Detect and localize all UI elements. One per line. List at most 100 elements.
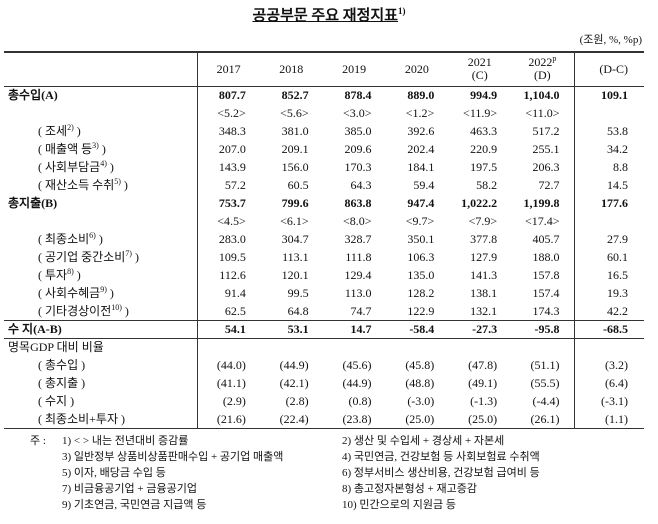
label-text: ( 사회부담금 [38,160,101,174]
cell: 91.4 [224,286,246,300]
header-blank [4,51,198,87]
cell: 188.0 [532,250,560,264]
table-row: ( 사회수혜금9) ) 91.4 99.5 113.0 128.2 138.1 157.4 1… [4,284,644,302]
table-row: ( 재산소득 수취5) ) 57.2 60.5 64.3 59.4 58.2 72.7 14.… [4,176,644,194]
cell: 157.4 [532,286,560,300]
cell: <4.5> [217,214,246,228]
cell: (49.1) [468,376,498,390]
table-row: ( 수지 ) (2.9) (2.8) (0.8) (-3.0) (-1.3) (-4.4) (… [4,392,644,410]
cell: 220.9 [470,142,498,156]
cell [573,338,644,356]
cell: 113.0 [344,286,372,300]
cell [511,338,574,356]
cell [448,338,511,356]
cell: (44.9) [279,358,309,372]
cell: 852.7 [281,88,309,103]
unit: (조원, %, %p) [579,34,642,46]
cell: (1.1) [573,410,644,429]
cell: 799.6 [281,196,309,210]
cell: 53.8 [573,122,644,140]
label-note: 3) [92,141,99,150]
cell: <3.0> [342,106,372,120]
label-note: 7) [125,249,132,258]
cell: 135.0 [407,268,435,282]
cell: -58.4 [385,319,449,339]
label-text: ( 총수입 ) [38,358,86,372]
label-text: 총수입(A) [8,88,58,103]
label-text: ( 조세 [38,124,68,138]
cell [323,338,386,356]
label-text: ( 매출액 등 [38,142,93,156]
cell: (47.8) [468,358,498,372]
cell: 106.3 [407,250,435,264]
title: 공공부문 주요 재정지표1) [0,4,658,25]
cell: (-3.1) [573,392,644,410]
label-text: ( 최종소비+투자 ) [38,411,126,426]
cell: (22.4) [259,410,323,429]
footnote: 3) 일반정부 상품비상품판매수입 + 공기업 매출액 [62,451,284,463]
cell: 74.7 [350,303,372,318]
row-label: ( 재산소득 수취5) ) [4,176,198,194]
cell: (44.0) [216,358,246,372]
label-text: ( 투자 [38,268,68,282]
row-label: 명목GDP 대비 비율 [4,338,198,356]
cell: 129.4 [344,268,372,282]
cell: <9.7> [405,214,435,228]
spacer [30,482,62,497]
cell: (0.8) [348,394,372,408]
column-header: 2018 [259,51,323,87]
label-text: ) [98,142,106,156]
column-sub: (D) [533,68,551,83]
cell: 377.8 [470,232,498,246]
table-row: ( 최종소비+투자 ) (21.6) (22.4) (23.8) (25.0) (25.0… [4,410,644,429]
column-header: (D-C) [573,51,644,87]
table-row: ( 공기업 중간소비7) ) 109.5 113.1 111.8 106.3 127.9 1… [4,248,644,266]
row-label: ( 조세2) ) [4,122,198,140]
cell: 34.2 [573,140,644,158]
label-text: ) [73,124,81,138]
cell: 197.5 [470,160,498,174]
cell: (25.0) [385,410,449,429]
cell: (48.8) [405,376,435,390]
cell: 57.2 [224,178,246,192]
cell: (-1.3) [470,394,498,408]
label-note: 8) [67,267,74,276]
cell: 143.9 [218,160,246,174]
cell: 753.7 [218,196,246,210]
column-year: 2022 [528,55,553,70]
cell: 304.7 [281,232,309,246]
label-text: ( 기타경상이전 [38,303,112,318]
cell: (2.8) [285,394,309,408]
cell: 202.4 [407,142,435,156]
cell: 14.5 [573,176,644,194]
column-year: 2021 [467,55,492,70]
cell: 111.8 [345,250,372,264]
cell: 64.8 [287,303,309,318]
cell: (26.1) [511,410,574,429]
cell: <6.1> [280,214,309,228]
cell: 16.5 [573,266,644,284]
column-header: 2021 (C) [448,51,512,87]
cell: 14.7 [322,319,386,339]
row-label: ( 총지출 ) [4,374,198,392]
label-note: 6) [89,231,96,240]
cell: (45.8) [405,358,435,372]
cell: 60.1 [573,248,644,266]
table-row: ( 매출액 등3) ) 207.0 209.1 209.6 202.4 220.9 255.… [4,140,644,158]
column-header: 2019 [322,51,386,87]
cell: 127.9 [470,250,498,264]
cell: 1,022.2 [461,196,498,210]
cell [573,212,644,230]
table-row: 수 지(A-B) 54.1 53.1 14.7 -58.4 -27.3 -95.8 -68.5 [4,319,644,339]
row-label: 수 지(A-B) [4,319,198,339]
cell: 807.7 [218,88,246,103]
cell: 27.9 [573,230,644,248]
column-year: 2018 [279,61,304,76]
table-row: ( 총지출 ) (41.1) (42.1) (44.9) (48.8) (49.1) (55… [4,374,644,392]
label-note: 10) [111,302,122,312]
row-label: ( 매출액 등3) ) [4,140,198,158]
cell: 132.1 [470,303,498,318]
table-row: 명목GDP 대비 비율 [4,338,644,356]
spacer [30,466,62,481]
table-row: ( 총수입 ) (44.0) (44.9) (45.6) (45.8) (47.8) (51… [4,356,644,374]
